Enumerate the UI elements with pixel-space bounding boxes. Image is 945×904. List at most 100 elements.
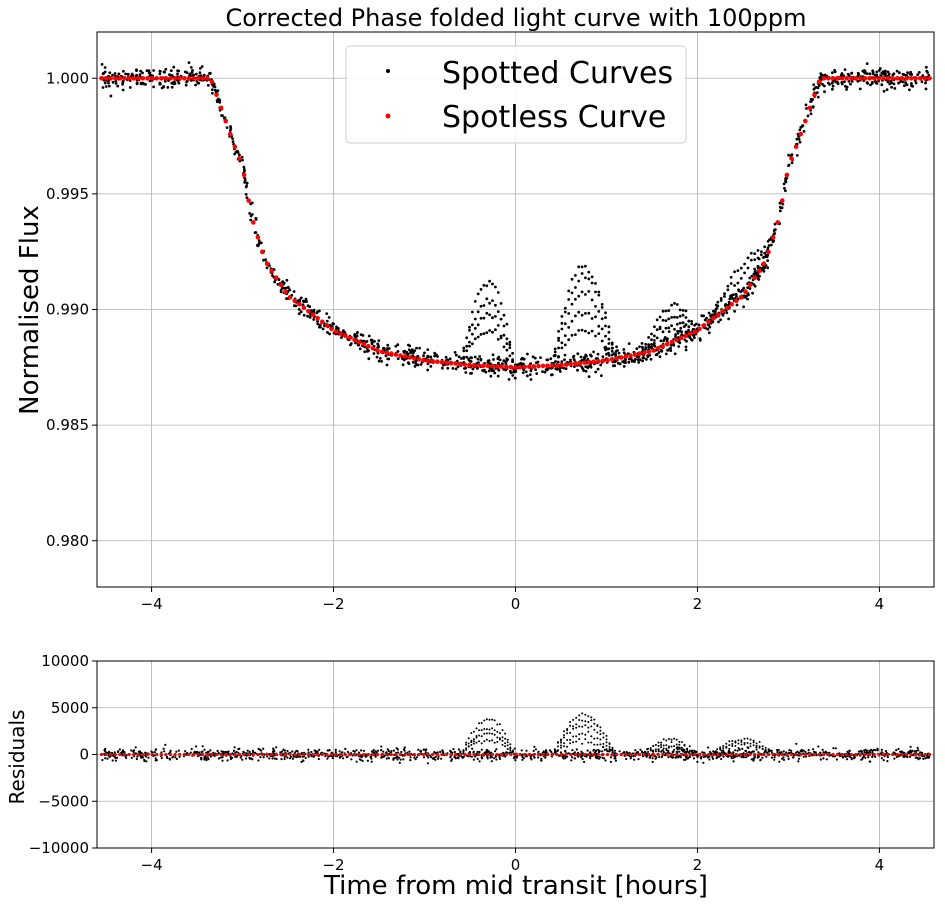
spotless-residual-point xyxy=(927,752,932,757)
spotted-point xyxy=(535,372,539,375)
residual-point xyxy=(718,755,721,758)
spotted-bump-point xyxy=(499,317,503,321)
spotted-point xyxy=(617,351,621,355)
spotted-point xyxy=(217,97,220,101)
spotless-point xyxy=(186,76,192,81)
residual-bump-point xyxy=(752,739,755,742)
residual-point xyxy=(111,759,114,762)
spotless-point xyxy=(255,234,261,240)
residual-point xyxy=(465,754,469,757)
residual-point xyxy=(107,750,111,754)
spotted-bump-point xyxy=(675,303,679,306)
spotted-bump-point xyxy=(557,329,560,333)
spotless-residual-point xyxy=(895,752,899,757)
spotted-point xyxy=(122,69,125,73)
residual-point xyxy=(787,751,790,755)
residual-point xyxy=(359,758,362,762)
residual-bump-point xyxy=(572,727,575,730)
spotted-point xyxy=(216,100,219,104)
spotless-residual-point xyxy=(325,752,329,757)
residual-bump-point xyxy=(581,742,584,745)
spotless-point xyxy=(711,315,716,321)
residual-point xyxy=(838,755,842,758)
residual-bump-point xyxy=(496,736,499,739)
spotted-point xyxy=(742,305,745,309)
spotted-point xyxy=(751,291,754,295)
spotted-point xyxy=(831,71,834,75)
residual-bump-point xyxy=(587,730,590,733)
spotted-point xyxy=(312,318,316,321)
spotless-point xyxy=(614,356,619,361)
spotless-residual-point xyxy=(191,752,196,757)
spotted-point xyxy=(613,364,617,368)
residual-bump-point xyxy=(761,745,764,748)
residual-point xyxy=(660,750,663,753)
residual-point xyxy=(457,748,460,751)
residual-bump-point xyxy=(590,735,593,738)
residual-point xyxy=(150,750,153,753)
spotted-point xyxy=(139,81,143,85)
residual-point xyxy=(868,749,871,752)
spotless-residual-point xyxy=(463,752,467,757)
spotless-residual-point xyxy=(219,752,223,757)
residual-point xyxy=(231,756,234,759)
spotless-residual-point xyxy=(182,752,186,757)
residual-point xyxy=(244,757,248,760)
spotted-bump-point xyxy=(499,336,503,340)
residual-point xyxy=(346,750,350,754)
residual-point xyxy=(386,748,389,751)
spotted-point xyxy=(366,349,370,352)
residual-point xyxy=(880,757,884,760)
spotless-point xyxy=(103,76,109,81)
residual-point xyxy=(424,749,427,752)
spotted-point xyxy=(658,355,662,358)
spotless-point xyxy=(835,76,840,81)
spotted-point xyxy=(198,71,202,75)
spotted-bump-point xyxy=(479,333,483,336)
spotted-point xyxy=(469,359,472,363)
spotless-residual-point xyxy=(242,752,246,757)
legend-marker-spotless xyxy=(385,113,391,119)
spotless-residual-point xyxy=(734,752,738,757)
residual-point xyxy=(662,750,665,754)
residual-point xyxy=(895,755,898,759)
residual-bump-point xyxy=(472,730,475,733)
spotted-point xyxy=(584,353,588,357)
spotless-point xyxy=(218,105,224,111)
spotted-bump-point xyxy=(590,281,594,285)
residual-point xyxy=(331,757,334,760)
spotted-point xyxy=(797,138,801,141)
spotless-point xyxy=(559,362,564,368)
residual-bump-point xyxy=(758,741,761,743)
spotted-point xyxy=(887,79,890,83)
spotted-point xyxy=(308,305,312,309)
residual-point xyxy=(459,750,462,753)
spotless-point xyxy=(361,341,367,347)
spotted-point xyxy=(177,81,181,85)
spotted-point xyxy=(335,325,338,329)
spotless-point xyxy=(159,76,164,81)
residual-bump-point xyxy=(752,744,755,747)
residual-bump-point xyxy=(563,745,565,748)
spotted-point xyxy=(498,358,502,362)
residual-bump-point xyxy=(662,738,665,741)
residual-point xyxy=(685,756,688,759)
residual-bump-point xyxy=(587,721,590,723)
residual-point xyxy=(575,748,578,751)
spotted-bump-point xyxy=(719,297,723,300)
spotless-residual-point xyxy=(628,752,633,757)
residual-point xyxy=(164,743,167,747)
spotless-residual-point xyxy=(587,752,591,757)
residual-point xyxy=(886,760,889,763)
residual-point xyxy=(495,758,498,761)
spotted-point xyxy=(108,71,112,75)
spotted-point xyxy=(564,367,568,371)
spotless-point xyxy=(430,358,436,364)
spotted-point xyxy=(367,357,371,361)
spotless-point xyxy=(329,326,334,332)
spotted-bump-point xyxy=(471,342,474,346)
residual-bump-point xyxy=(488,740,491,742)
residual-bump-point xyxy=(475,736,478,739)
residual-point xyxy=(790,749,793,752)
spotted-point xyxy=(746,297,749,301)
